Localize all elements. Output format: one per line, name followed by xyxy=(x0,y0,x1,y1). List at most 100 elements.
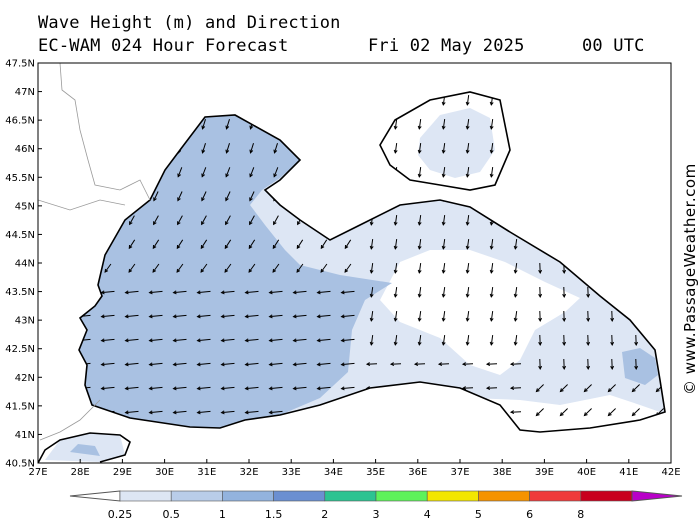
wave-arrow xyxy=(610,94,615,107)
wave-arrow xyxy=(316,338,331,343)
wave-arrow xyxy=(176,239,184,250)
wave-arrow xyxy=(320,263,328,273)
bosphorus-coast xyxy=(38,432,131,463)
wave-arrow xyxy=(297,167,303,178)
wave-arrow xyxy=(489,263,494,274)
wave-arrow xyxy=(634,190,639,203)
wave-arrow xyxy=(249,167,255,178)
wave-arrow xyxy=(196,314,211,319)
wave-arrow xyxy=(634,166,639,179)
wave-arrow xyxy=(489,311,494,322)
colorbar-swatch xyxy=(119,490,172,502)
wave-arrow xyxy=(129,191,135,202)
colorbar-label: 0.5 xyxy=(162,508,180,521)
wave-arrow xyxy=(586,286,591,299)
wave-arrow xyxy=(124,410,139,415)
wave-arrow xyxy=(316,410,331,415)
chart-title: Wave Height (m) and Direction xyxy=(38,13,341,33)
wave-arrow xyxy=(634,262,639,275)
wave-arrow xyxy=(153,191,159,202)
wave-arrow xyxy=(57,264,63,272)
wave-arrow xyxy=(513,95,518,106)
wave-arrow xyxy=(54,291,67,294)
lon-label: 32E xyxy=(239,467,258,478)
wave-arrow xyxy=(417,191,422,202)
wave-arrow xyxy=(538,238,543,251)
wave-arrow xyxy=(201,95,206,106)
wave-arrow xyxy=(489,143,494,154)
wave-arrow xyxy=(81,167,87,178)
colorbar-label: 1 xyxy=(219,508,226,521)
wave-arrow xyxy=(538,358,543,371)
wave-arrow xyxy=(316,362,331,367)
wave-arrow xyxy=(369,287,374,298)
wave-arrow xyxy=(153,119,158,130)
wave-arrow xyxy=(128,239,136,250)
forecast-model: EC-WAM 024 Hour Forecast xyxy=(38,36,289,56)
wave-arrow xyxy=(153,215,159,226)
wave-arrow xyxy=(513,263,518,274)
wave-arrow xyxy=(58,143,62,153)
wave-arrow xyxy=(126,435,139,438)
wave-arrow xyxy=(509,386,522,391)
wave-arrow xyxy=(153,95,158,106)
wave-arrow xyxy=(658,94,663,107)
wave-arrow xyxy=(225,215,231,226)
wave-arrow xyxy=(513,167,518,178)
wave-arrow xyxy=(129,215,135,226)
wave-arrow xyxy=(246,435,259,438)
wave-arrow xyxy=(321,95,326,106)
wave-arrow xyxy=(244,338,259,343)
wave-arrow xyxy=(465,95,470,106)
wave-arrow xyxy=(58,119,62,129)
wave-arrow xyxy=(658,142,663,155)
wave-arrow xyxy=(634,334,639,347)
wave-arrow xyxy=(345,191,351,202)
wave-arrow xyxy=(81,95,86,106)
wave-arrow xyxy=(393,335,398,346)
wave-arrow xyxy=(249,191,255,202)
wave-arrow xyxy=(634,310,639,323)
wave-arrow xyxy=(562,334,567,347)
wave-arrow xyxy=(393,287,398,298)
wave-arrow xyxy=(485,362,498,367)
wave-arrow xyxy=(634,238,639,251)
wave-arrow xyxy=(340,386,355,391)
wave-arrow xyxy=(513,311,518,322)
wave-arrow xyxy=(196,290,211,295)
colorbar-swatch xyxy=(426,490,479,502)
wave-arrow xyxy=(535,408,544,417)
wave-arrow xyxy=(586,166,591,179)
wave-arrow xyxy=(81,215,87,226)
lon-label: 42E xyxy=(661,467,680,478)
wave-arrow xyxy=(369,167,374,178)
axis-ticks xyxy=(37,62,672,464)
wave-arrow xyxy=(441,167,446,178)
wave-arrow xyxy=(100,386,115,391)
wave-arrow xyxy=(297,143,302,154)
wave-arrow xyxy=(562,190,567,203)
wave-arrow xyxy=(79,290,91,295)
wave-arrow xyxy=(124,314,139,319)
lat-label: 46N xyxy=(15,144,35,155)
wave-arrow xyxy=(610,190,615,203)
longitude-labels: 27E 28E 29E 30E 31E 32E 33E 34E 35E 36E 37E 38E 39E 4… xyxy=(28,467,680,478)
wave-arrow xyxy=(248,239,256,250)
colorbar-label: 3 xyxy=(373,508,380,521)
wave-arrow xyxy=(268,314,283,319)
wave-arrow xyxy=(58,192,62,201)
wave-arrow xyxy=(297,95,302,106)
wave-band-calm-south xyxy=(470,395,660,432)
wave-arrow xyxy=(172,290,187,295)
wave-arrow xyxy=(511,435,521,438)
wave-arrow xyxy=(465,239,470,250)
wave-arrow xyxy=(248,263,256,273)
wave-arrow xyxy=(513,143,518,154)
wave-arrow xyxy=(562,286,567,299)
wave-arrow xyxy=(249,143,254,154)
wave-arrow xyxy=(294,435,307,438)
wave-arrow xyxy=(172,338,187,343)
wave-arrow xyxy=(244,314,259,319)
wave-arrow xyxy=(485,386,498,391)
wave-arrow xyxy=(340,362,355,367)
